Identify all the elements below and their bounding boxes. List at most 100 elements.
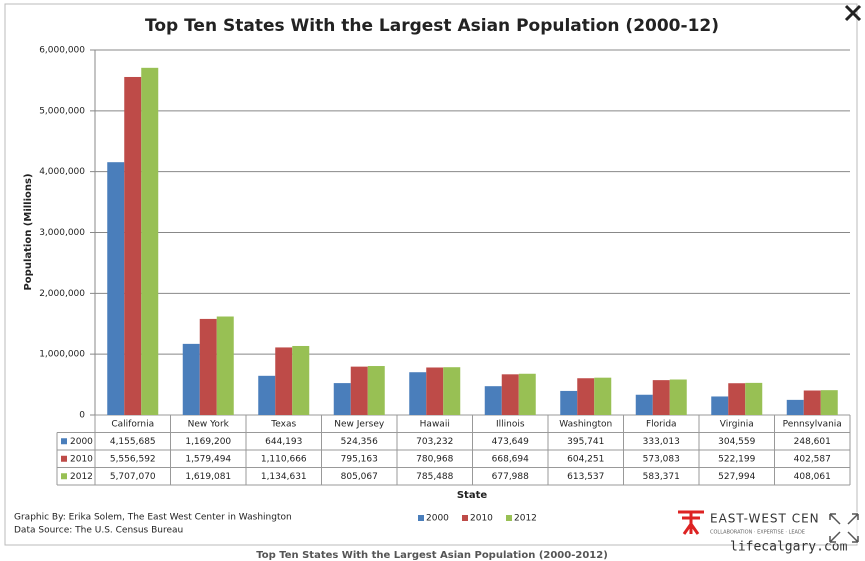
bar bbox=[107, 162, 125, 415]
table-value: 677,988 bbox=[492, 472, 529, 482]
chart-title: Top Ten States With the Largest Asian Po… bbox=[145, 16, 719, 36]
table-value: 573,083 bbox=[643, 454, 680, 464]
bar bbox=[594, 377, 612, 415]
y-tick-label: 1,000,000 bbox=[39, 350, 85, 360]
logo-icon bbox=[678, 510, 704, 535]
table-value: 785,488 bbox=[416, 472, 453, 482]
x-tick-label: Pennsylvania bbox=[783, 419, 842, 429]
legend-label: 2012 bbox=[514, 514, 537, 524]
x-tick-label: New York bbox=[188, 419, 230, 429]
bar bbox=[635, 394, 653, 415]
x-tick-label: California bbox=[111, 419, 154, 429]
logo-text: EAST-WEST CEN bbox=[710, 512, 820, 526]
table-value: 668,694 bbox=[492, 454, 529, 464]
table-value: 395,741 bbox=[567, 437, 604, 447]
legend-label: 2000 bbox=[426, 514, 449, 524]
source: Data Source: The U.S. Census Bureau bbox=[14, 526, 183, 536]
table-series-label: 2010 bbox=[70, 454, 93, 464]
table-value: 613,537 bbox=[567, 472, 604, 482]
table-value: 527,994 bbox=[718, 472, 755, 482]
bar bbox=[258, 375, 276, 415]
x-tick-label: Florida bbox=[646, 419, 677, 429]
x-tick-label: Texas bbox=[270, 419, 296, 429]
table-value: 333,013 bbox=[643, 437, 680, 447]
table-value: 1,619,081 bbox=[185, 472, 231, 482]
y-tick-label: 3,000,000 bbox=[39, 228, 85, 238]
legend-swatch bbox=[462, 515, 468, 521]
y-tick-label: 0 bbox=[79, 411, 85, 421]
bar bbox=[577, 378, 595, 415]
table-value: 1,169,200 bbox=[185, 437, 231, 447]
table-value: 5,707,070 bbox=[110, 472, 156, 482]
bar bbox=[518, 373, 536, 415]
x-axis-label: State bbox=[457, 490, 488, 501]
table-value: 795,163 bbox=[341, 454, 378, 464]
bar bbox=[803, 390, 821, 415]
table-legend-swatch bbox=[61, 473, 67, 480]
bar bbox=[367, 366, 385, 415]
table-value: 1,110,666 bbox=[261, 454, 307, 464]
bar bbox=[216, 316, 234, 415]
table-value: 1,579,494 bbox=[185, 454, 231, 464]
bar bbox=[669, 379, 687, 415]
legend-label: 2010 bbox=[470, 514, 493, 524]
table-value: 703,232 bbox=[416, 437, 453, 447]
bar bbox=[786, 399, 804, 415]
table-series-label: 2012 bbox=[70, 472, 93, 482]
legend-swatch bbox=[418, 515, 424, 521]
table-value: 780,968 bbox=[416, 454, 453, 464]
table-value: 522,199 bbox=[718, 454, 755, 464]
x-tick-label: New Jersey bbox=[334, 419, 385, 429]
bar bbox=[275, 347, 293, 415]
bar bbox=[484, 386, 502, 415]
table-value: 1,134,631 bbox=[261, 472, 307, 482]
legend-swatch bbox=[506, 515, 512, 521]
table-value: 5,556,592 bbox=[110, 454, 156, 464]
bar bbox=[333, 383, 351, 415]
bar bbox=[652, 380, 670, 415]
y-tick-label: 5,000,000 bbox=[39, 106, 85, 116]
logo-tagline: COLLABORATION · EXPERTISE · LEADE bbox=[710, 530, 805, 536]
credit: Graphic By: Erika Solem, The East West C… bbox=[14, 513, 292, 523]
x-tick-label: Illinois bbox=[496, 419, 525, 429]
bar bbox=[350, 366, 368, 415]
bar bbox=[501, 374, 519, 415]
table-value: 604,251 bbox=[567, 454, 604, 464]
bar bbox=[711, 396, 729, 415]
bar bbox=[182, 343, 200, 415]
expand-icon[interactable] bbox=[828, 512, 860, 544]
table-value: 408,061 bbox=[794, 472, 831, 482]
table-series-label: 2000 bbox=[70, 437, 93, 447]
table-value: 644,193 bbox=[265, 437, 302, 447]
x-tick-label: Washington bbox=[559, 419, 612, 429]
bar bbox=[199, 318, 217, 415]
bar bbox=[141, 67, 159, 415]
table-value: 4,155,685 bbox=[110, 437, 156, 447]
table-value: 473,649 bbox=[492, 437, 529, 447]
x-tick-label: Virginia bbox=[720, 419, 754, 429]
y-tick-label: 4,000,000 bbox=[39, 167, 85, 177]
bar bbox=[426, 367, 444, 415]
table-legend-swatch bbox=[61, 455, 67, 462]
bar bbox=[409, 372, 427, 415]
table-legend-swatch bbox=[61, 438, 67, 445]
y-tick-label: 2,000,000 bbox=[39, 289, 85, 299]
table-value: 524,356 bbox=[341, 437, 378, 447]
caption: Top Ten States With the Largest Asian Po… bbox=[256, 550, 608, 561]
y-tick-label: 6,000,000 bbox=[39, 46, 85, 56]
close-button[interactable] bbox=[844, 4, 862, 22]
watermark: lifecalgary.com bbox=[730, 540, 848, 555]
bar bbox=[443, 367, 461, 415]
table-value: 402,587 bbox=[794, 454, 831, 464]
bar bbox=[820, 390, 838, 415]
table-value: 248,601 bbox=[794, 437, 831, 447]
table-value: 583,371 bbox=[643, 472, 680, 482]
bar bbox=[560, 390, 578, 415]
bar bbox=[745, 382, 763, 415]
bar bbox=[728, 383, 746, 415]
y-axis-label: Population (Millions) bbox=[23, 173, 34, 290]
bar bbox=[124, 76, 142, 415]
table-value: 805,067 bbox=[341, 472, 378, 482]
x-tick-label: Hawaii bbox=[420, 419, 450, 429]
